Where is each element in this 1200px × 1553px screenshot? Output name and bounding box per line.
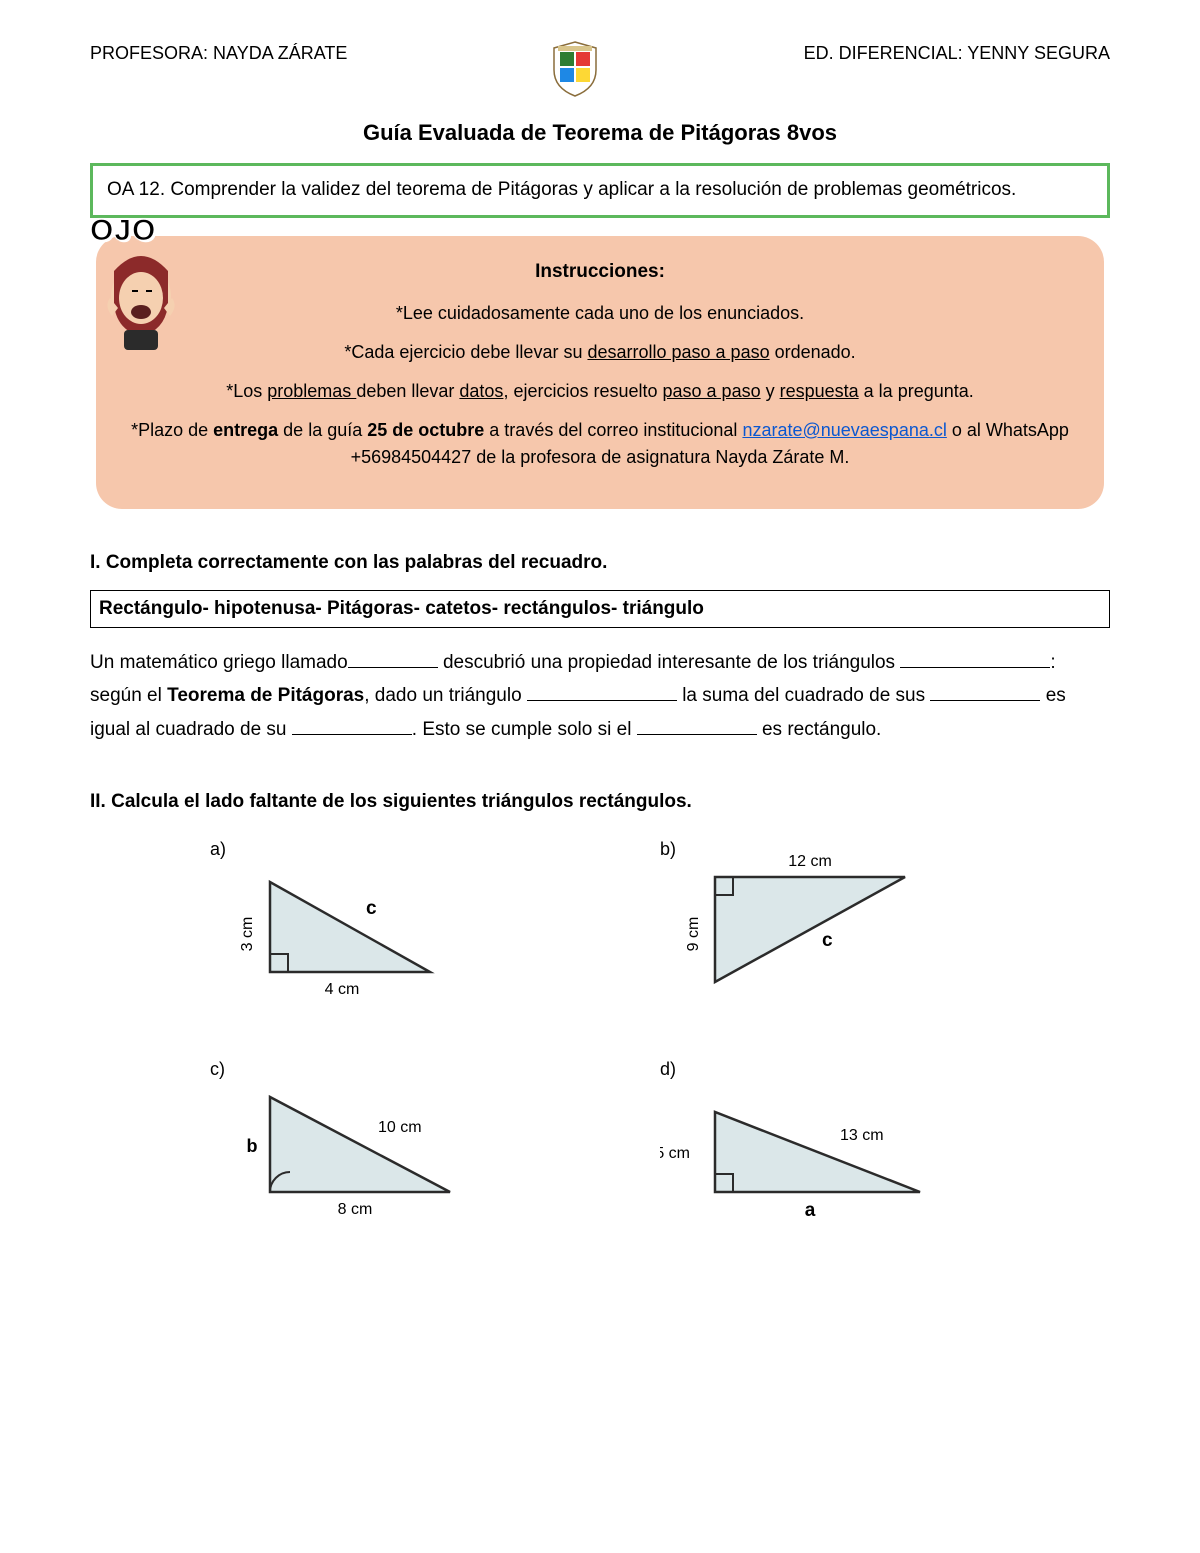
document-title: Guía Evaluada de Teorema de Pitágoras 8v…	[90, 116, 1110, 149]
word-bank: Rectángulo- hipotenusa- Pitágoras- catet…	[90, 590, 1110, 629]
instructions-box: OJO Instrucciones: *Lee cuidadosamente c…	[96, 236, 1104, 510]
triangle-label: c)	[210, 1056, 225, 1083]
svg-text:c: c	[822, 930, 833, 951]
instruction-line: *Plazo de entrega de la guía 25 de octub…	[124, 417, 1076, 471]
svg-text:12 cm: 12 cm	[788, 853, 832, 870]
school-logo	[550, 40, 600, 98]
section-1-title: I. Completa correctamente con las palabr…	[90, 549, 1110, 578]
page-header: PROFESORA: NAYDA ZÁRATE ED. DIFERENCIAL:…	[90, 40, 1110, 98]
triangles-grid: a) 3 cm 4 cm c b) 12 cm 9 cm c c) b 8 cm…	[210, 842, 1050, 1232]
header-left: PROFESORA: NAYDA ZÁRATE	[90, 40, 347, 67]
fill-paragraph: Un matemático griego llamado descubrió u…	[90, 646, 1110, 746]
svg-text:a: a	[805, 1200, 816, 1221]
email-link[interactable]: nzarate@nuevaespana.cl	[742, 420, 946, 440]
svg-text:b: b	[247, 1136, 258, 1156]
avatar-icon	[94, 246, 189, 356]
triangle-label: d)	[660, 1056, 676, 1083]
instruction-line: *Lee cuidadosamente cada uno de los enun…	[124, 300, 1076, 327]
triangle-a: a) 3 cm 4 cm c	[210, 842, 600, 1012]
svg-text:3 cm: 3 cm	[239, 917, 256, 952]
svg-text:c: c	[366, 898, 377, 919]
svg-text:8 cm: 8 cm	[338, 1201, 373, 1218]
triangle-c: c) b 8 cm 10 cm	[210, 1062, 600, 1232]
header-right: ED. DIFERENCIAL: YENNY SEGURA	[804, 40, 1110, 67]
svg-text:9 cm: 9 cm	[685, 917, 702, 952]
svg-text:13 cm: 13 cm	[840, 1127, 884, 1144]
section-2-title: II. Calcula el lado faltante de los sigu…	[90, 788, 1110, 817]
triangle-d: d) 5 cm a 13 cm	[660, 1062, 1050, 1232]
svg-text:5 cm: 5 cm	[660, 1145, 690, 1162]
triangle-label: b)	[660, 836, 676, 863]
svg-text:10 cm: 10 cm	[378, 1119, 422, 1136]
triangle-label: a)	[210, 836, 226, 863]
instruction-line: *Cada ejercicio debe llevar su desarroll…	[124, 339, 1076, 366]
instruction-line: *Los problemas deben llevar datos, ejerc…	[124, 378, 1076, 405]
instructions-title: Instrucciones:	[124, 258, 1076, 287]
objective-box: OA 12. Comprender la validez del teorema…	[90, 163, 1110, 218]
triangle-b: b) 12 cm 9 cm c	[660, 842, 1050, 1012]
svg-text:4 cm: 4 cm	[325, 981, 360, 998]
